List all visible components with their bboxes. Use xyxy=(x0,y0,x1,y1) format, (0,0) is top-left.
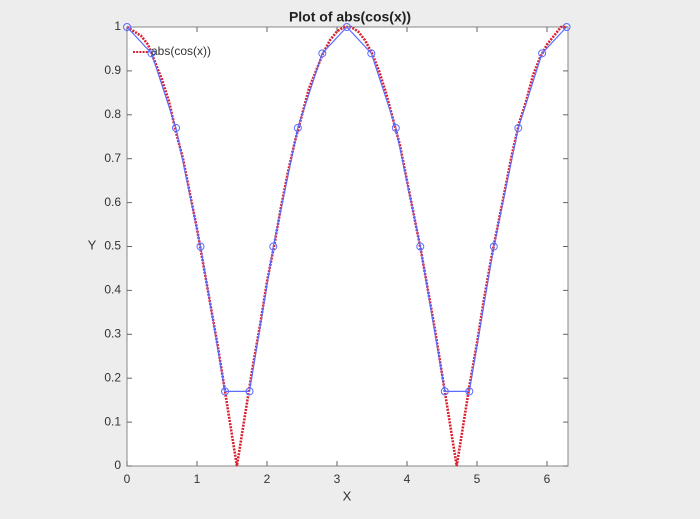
marker xyxy=(245,387,254,396)
y-tick-label: 0.2 xyxy=(104,370,121,384)
marker xyxy=(562,23,571,31)
marker xyxy=(342,23,351,31)
x-tick-label: 3 xyxy=(334,472,341,486)
y-tick-label: 0.3 xyxy=(104,326,121,340)
marker xyxy=(269,242,278,251)
marker xyxy=(221,387,229,396)
marker xyxy=(147,49,156,58)
marker xyxy=(465,387,474,396)
series-line xyxy=(126,26,568,392)
x-tick-label: 1 xyxy=(194,472,201,486)
marker xyxy=(293,123,302,132)
x-tick-label: 4 xyxy=(404,472,411,486)
x-axis-label: X xyxy=(343,488,352,503)
marker xyxy=(391,123,400,132)
marker xyxy=(514,123,523,132)
marker xyxy=(172,123,180,132)
marker xyxy=(538,49,547,58)
y-tick-label: 0.4 xyxy=(104,283,121,297)
y-tick-label: 0 xyxy=(114,458,121,472)
y-tick-label: 0.1 xyxy=(104,414,121,428)
marker xyxy=(489,242,498,251)
y-tick-label: 0.6 xyxy=(104,195,121,209)
x-tick-label: 2 xyxy=(264,472,271,486)
y-tick-label: 0.9 xyxy=(104,63,121,77)
marker xyxy=(440,387,449,396)
marker xyxy=(318,49,327,58)
y-tick-label: 0.8 xyxy=(104,107,121,121)
x-tick-label: 6 xyxy=(544,472,551,486)
chart-title: Plot of abs(cos(x)) xyxy=(289,9,411,25)
y-tick-label: 1 xyxy=(114,19,121,33)
marker xyxy=(196,242,205,251)
y-tick-label: 0.7 xyxy=(104,151,121,165)
x-tick-label: 5 xyxy=(474,472,481,486)
marker xyxy=(367,49,376,58)
legend-label: abs(cos(x)) xyxy=(151,44,211,58)
plot-area xyxy=(126,26,569,467)
marker xyxy=(416,242,425,251)
marker xyxy=(123,23,131,31)
y-tick-label: 0.5 xyxy=(104,239,121,253)
x-tick-label: 0 xyxy=(124,472,131,486)
y-axis-label: Y xyxy=(88,237,97,252)
